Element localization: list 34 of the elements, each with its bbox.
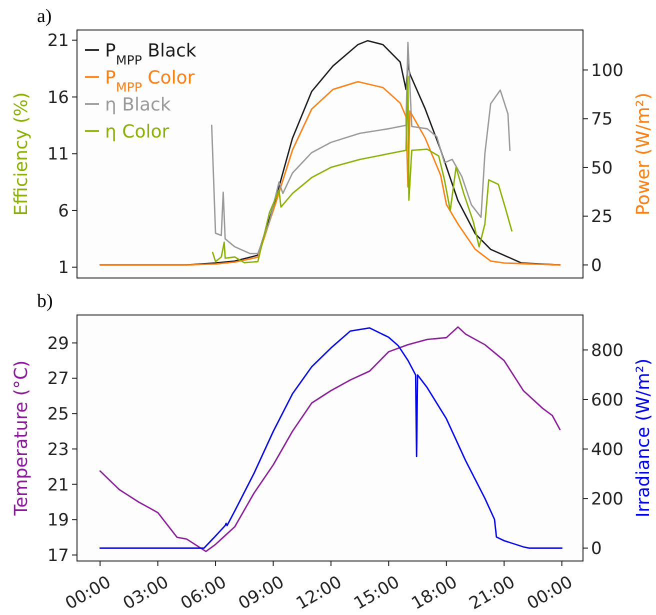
y2-tick-label: 600 xyxy=(591,390,624,410)
y-tick-label: 25 xyxy=(47,404,69,425)
y-tick-label: 19 xyxy=(47,510,69,531)
legend-label: P$_{MPP}$ Color xyxy=(105,67,196,94)
y2-tick-label: 0 xyxy=(591,256,602,276)
y-tick-label: 23 xyxy=(47,440,69,460)
y2-tick-label: 800 xyxy=(591,340,624,361)
y2-tick-label: 25 xyxy=(591,207,613,228)
chart-title: b) xyxy=(37,291,53,312)
legend-label: P$_{MPP}$ Black xyxy=(105,40,197,67)
y-tick-label: 29 xyxy=(47,334,69,354)
y-axis-title: Efficiency (%) xyxy=(11,92,32,216)
legend-label: η Black xyxy=(105,94,172,116)
y-tick-label: 6 xyxy=(58,201,69,222)
y2-tick-label: 200 xyxy=(591,490,624,510)
y-tick-label: 21 xyxy=(47,31,69,52)
y-tick-label: 17 xyxy=(47,546,69,566)
line-series xyxy=(210,42,511,254)
chart-title: a) xyxy=(37,6,52,27)
y2-axis-title: Power (W/m²) xyxy=(633,92,654,216)
y-tick-label: 16 xyxy=(47,88,69,108)
y2-tick-label: 0 xyxy=(591,539,602,560)
y2-tick-label: 400 xyxy=(591,440,624,460)
y-tick-label: 1 xyxy=(58,258,69,278)
y-tick-label: 27 xyxy=(47,369,69,390)
y2-tick-label: 75 xyxy=(591,110,613,130)
y-axis-title: Temperature (°C) xyxy=(11,360,32,517)
y2-axis-title: Irradiance (W/m²) xyxy=(633,358,654,518)
y-tick-label: 11 xyxy=(47,144,69,165)
legend-label: η Color xyxy=(105,121,170,142)
y2-tick-label: 50 xyxy=(591,158,613,178)
line-series xyxy=(212,76,513,264)
y2-tick-label: 100 xyxy=(591,60,624,81)
y-tick-label: 21 xyxy=(47,475,69,496)
